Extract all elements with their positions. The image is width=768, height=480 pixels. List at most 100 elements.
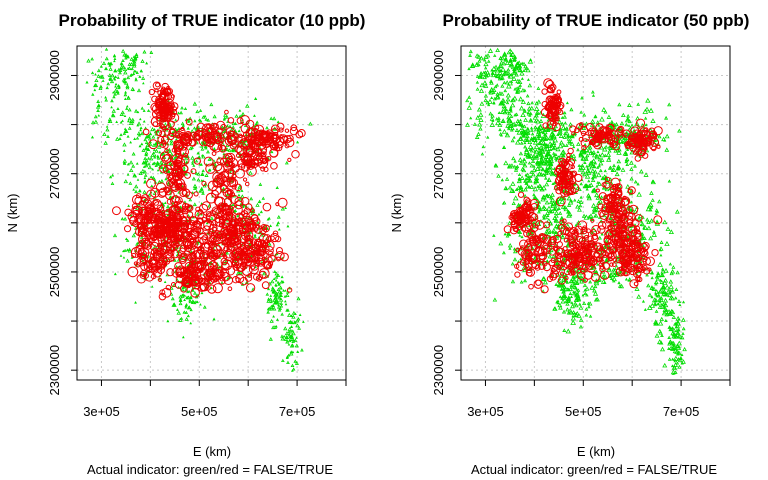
false-point [257,212,261,216]
true-point [234,145,243,154]
false-point [476,62,481,67]
false-point [593,213,599,218]
true-point [280,252,289,262]
false-point [628,160,634,165]
false-point [570,315,576,321]
true-point [239,235,248,244]
false-point [640,222,646,227]
false-point [512,135,516,139]
false-point [135,71,139,75]
false-point [90,71,95,75]
false-point [233,121,238,125]
false-point [526,101,531,106]
false-point [532,114,538,120]
false-point [535,178,539,182]
true-point [234,196,244,207]
true-point [249,249,261,261]
false-point [577,167,583,172]
false-point [144,140,149,144]
true-point [179,182,187,190]
false-point [563,121,568,125]
false-point [169,138,174,143]
true-point [184,136,192,143]
false-point [619,121,625,126]
false-point [510,188,516,193]
false-point [525,127,531,133]
true-point [159,88,167,95]
false-point [668,345,674,350]
false-point [466,105,472,110]
false-point [486,72,491,77]
false-point [548,154,554,159]
false-point [134,78,138,82]
true-point [600,249,607,256]
chart-title: Probability of TRUE indicator (10 ppb) [59,11,366,30]
false-point [546,214,550,217]
false-point [296,350,300,353]
false-point [581,125,587,130]
false-point [178,299,182,302]
false-point [558,195,565,201]
false-point [108,119,113,124]
true-point [148,230,158,239]
true-point [202,234,208,241]
false-point [192,163,196,167]
true-point [152,268,163,278]
true-point [581,230,590,239]
false-point [512,195,519,201]
false-point [102,131,107,137]
false-point [126,134,130,138]
false-point [590,168,596,173]
false-point [253,97,258,100]
false-point [514,112,519,116]
false-point [276,304,282,309]
true-point [154,265,160,271]
false-point [131,233,136,238]
false-point [504,187,508,191]
false-point [536,164,541,168]
false-point [498,131,503,136]
false-point [142,49,147,54]
false-point [658,248,663,252]
false-point [559,198,566,204]
false-point [509,49,514,54]
false-point [656,302,660,306]
true-point [147,226,157,236]
false-point [642,236,647,240]
false-point [590,176,595,180]
true-point [638,127,649,137]
false-point [680,361,684,365]
false-point [119,111,124,116]
true-point [181,186,187,191]
false-point [556,284,560,288]
false-point [557,206,561,210]
false-point [495,120,501,126]
false-point [131,120,135,124]
false-point [576,147,580,152]
true-point [243,212,250,220]
false-point [127,126,132,130]
false-point [231,203,235,207]
false-point [563,288,567,292]
false-point [649,190,654,195]
false-point [142,81,145,85]
false-point [649,218,654,223]
false-point [195,300,199,304]
false-point [295,323,300,328]
false-point [104,98,109,102]
false-point [584,157,589,161]
false-point [553,223,560,229]
false-point [483,83,489,88]
false-point [154,164,158,168]
false-point [552,151,556,155]
false-point [571,291,576,296]
true-point [214,174,225,185]
true-point [622,129,631,138]
true-point [163,88,171,96]
false-point [225,124,230,128]
false-point [171,130,175,134]
false-point [556,299,560,303]
false-point [676,320,680,324]
false-point [660,283,667,289]
false-point [561,277,566,282]
